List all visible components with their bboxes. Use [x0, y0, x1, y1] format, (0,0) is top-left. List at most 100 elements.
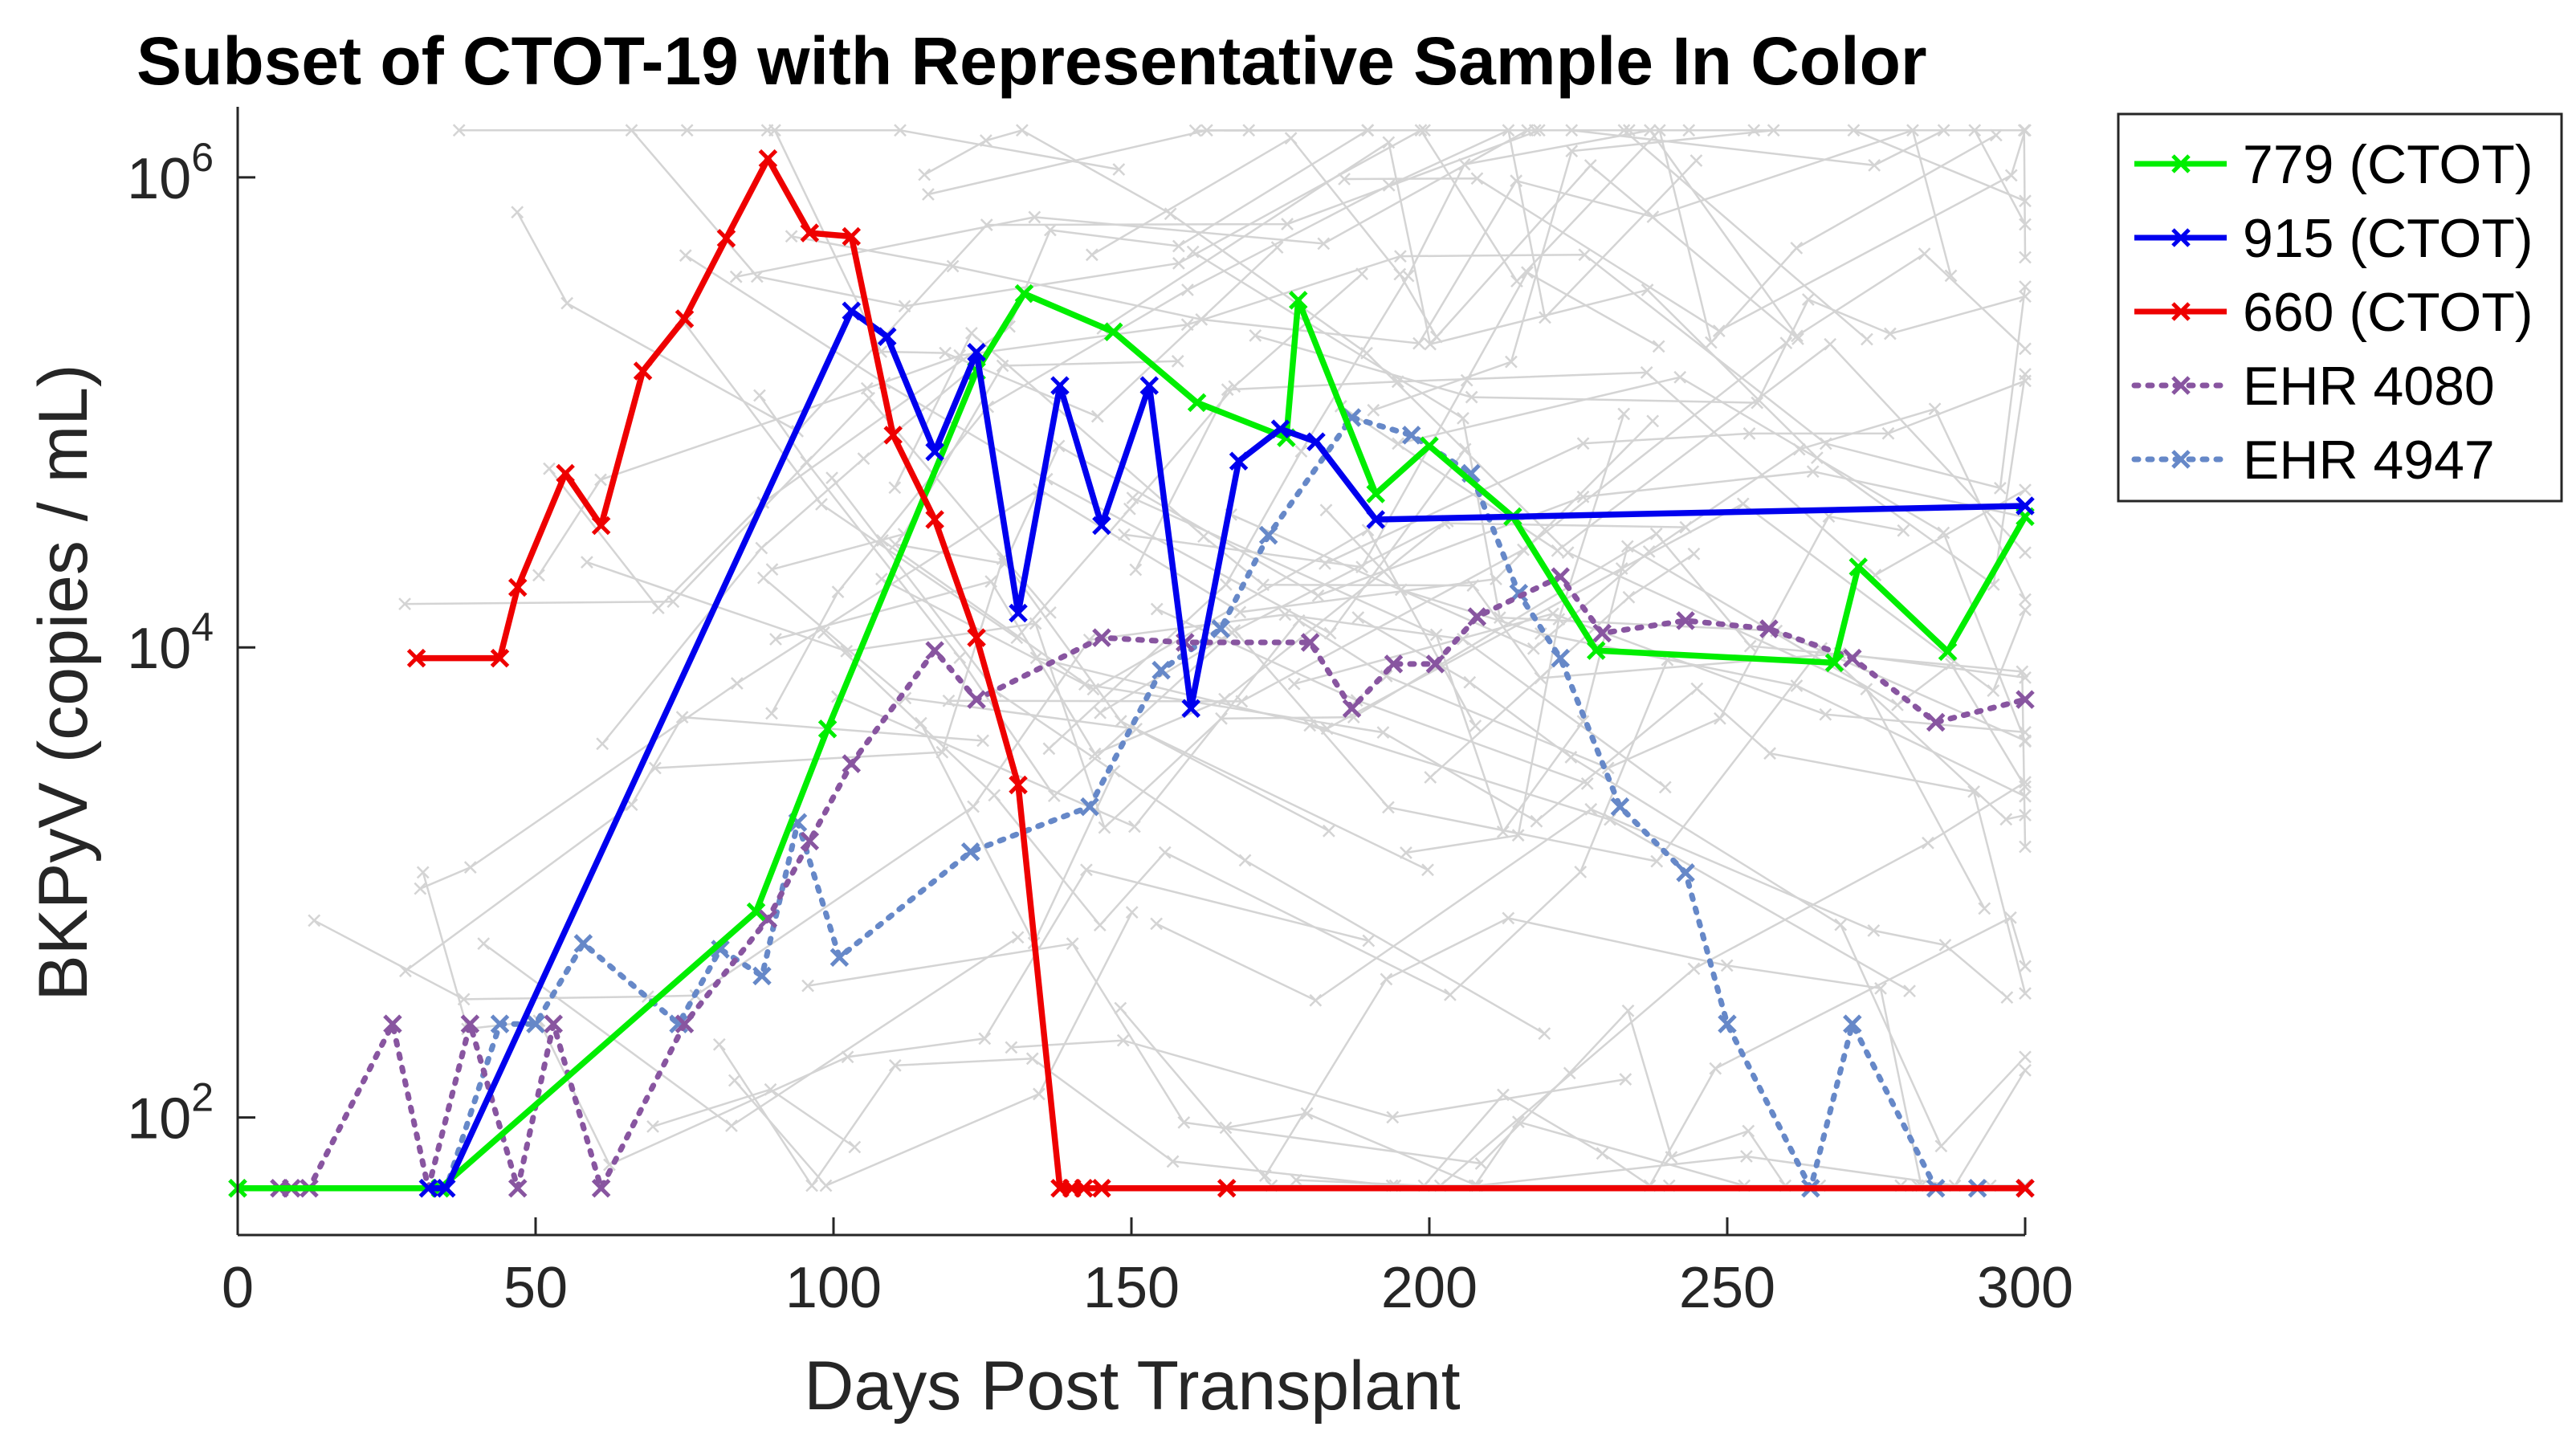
background-marker: [1945, 658, 1958, 671]
background-line: [837, 515, 1904, 828]
background-marker: [1463, 675, 1477, 689]
background-marker: [1319, 557, 1331, 570]
background-marker: [1496, 825, 1510, 838]
background-marker: [651, 601, 665, 615]
background-marker: [1709, 1062, 1722, 1075]
background-line: [1296, 915, 2027, 1188]
background-marker: [1868, 158, 1881, 172]
background-marker: [1736, 497, 1750, 511]
background-marker: [1219, 578, 1233, 591]
background-marker: [1649, 527, 1663, 540]
background-marker: [914, 716, 927, 730]
background-marker: [753, 389, 766, 402]
background-line: [537, 253, 2027, 577]
background-marker: [1172, 239, 1185, 253]
background-marker: [1576, 437, 1590, 450]
background-line: [927, 129, 1368, 196]
series-marker: [436, 1178, 456, 1198]
background-marker: [1429, 628, 1443, 642]
background-marker: [649, 761, 662, 775]
background-marker: [1465, 390, 1478, 404]
background-line: [1036, 502, 2027, 730]
background-marker: [1897, 524, 1910, 537]
background-line: [1372, 129, 2027, 411]
background-marker: [2019, 342, 2032, 356]
background-line: [1294, 612, 2026, 734]
background-marker: [1938, 938, 1952, 952]
series-marker: [1926, 712, 1946, 732]
series-marker: [1843, 648, 1862, 668]
background-marker: [1806, 465, 1820, 479]
series-marker: [1384, 654, 1404, 674]
background-marker: [1052, 439, 1066, 453]
background-marker: [946, 259, 960, 273]
x-axis-label: Days Post Transplant: [804, 1347, 1460, 1425]
background-line: [1192, 251, 2026, 742]
background-line: [1119, 781, 2026, 1187]
background-marker: [825, 471, 838, 484]
background-marker: [1620, 540, 1634, 553]
background-marker: [2003, 911, 2017, 924]
background-marker: [1010, 631, 1024, 645]
series-marker: [573, 934, 593, 953]
series-marker: [1676, 863, 1695, 883]
background-marker: [2017, 124, 2031, 137]
legend-marker: [2171, 228, 2191, 247]
background-line: [630, 128, 1997, 345]
background-marker: [2019, 671, 2032, 684]
series-marker: [829, 948, 850, 968]
x-tick-label: 0: [222, 1256, 254, 1320]
series-marker: [1229, 451, 1249, 471]
background-marker: [1705, 336, 1718, 349]
background-marker: [764, 1082, 777, 1096]
background-marker: [2019, 280, 2032, 293]
background-marker: [594, 473, 607, 487]
background-marker: [1093, 919, 1107, 932]
background-marker: [1934, 1139, 1948, 1153]
background-marker: [1287, 677, 1301, 691]
background-marker: [1044, 605, 1057, 619]
background-marker: [1158, 846, 1172, 859]
background-marker: [1025, 1052, 1039, 1066]
background-marker: [1320, 722, 1334, 736]
background-marker: [1309, 993, 1323, 1007]
background-marker: [1457, 411, 1469, 425]
background-marker: [1497, 1088, 1510, 1102]
background-marker: [1086, 683, 1100, 696]
background-line: [1225, 1070, 2027, 1187]
background-marker: [457, 993, 471, 1006]
series-marker: [1300, 633, 1320, 652]
background-marker: [1747, 124, 1761, 137]
series-2: [406, 149, 2035, 1198]
background-marker: [1891, 699, 1904, 711]
series-marker: [1258, 525, 1278, 545]
series-line: [234, 573, 2028, 1192]
background-marker: [1874, 981, 1887, 995]
x-tick-label: 250: [1679, 1256, 1775, 1320]
series-marker: [1306, 432, 1326, 451]
background-marker: [1928, 402, 1942, 416]
series-marker: [1420, 436, 1439, 456]
series-marker: [1080, 797, 1099, 817]
background-marker: [1249, 328, 1262, 342]
background-marker: [953, 651, 967, 664]
background-marker: [2019, 1063, 2032, 1077]
series-line: [425, 414, 2028, 1192]
background-marker: [918, 168, 931, 181]
background-line: [807, 942, 1901, 1187]
background-marker: [1763, 747, 1776, 760]
background-line: [405, 396, 1051, 613]
background-line: [758, 394, 2026, 862]
series-marker: [1610, 797, 1630, 817]
background-marker: [1978, 902, 1991, 915]
series-marker: [842, 226, 862, 247]
background-marker: [1444, 988, 1457, 1001]
background-marker: [888, 538, 902, 551]
background-marker: [1561, 546, 1575, 559]
background-marker: [1918, 247, 1931, 261]
background-line: [763, 577, 1429, 871]
series-marker: [1103, 322, 1123, 342]
series-marker: [675, 1014, 695, 1033]
series-marker: [800, 223, 820, 243]
background-marker: [1380, 972, 1393, 986]
